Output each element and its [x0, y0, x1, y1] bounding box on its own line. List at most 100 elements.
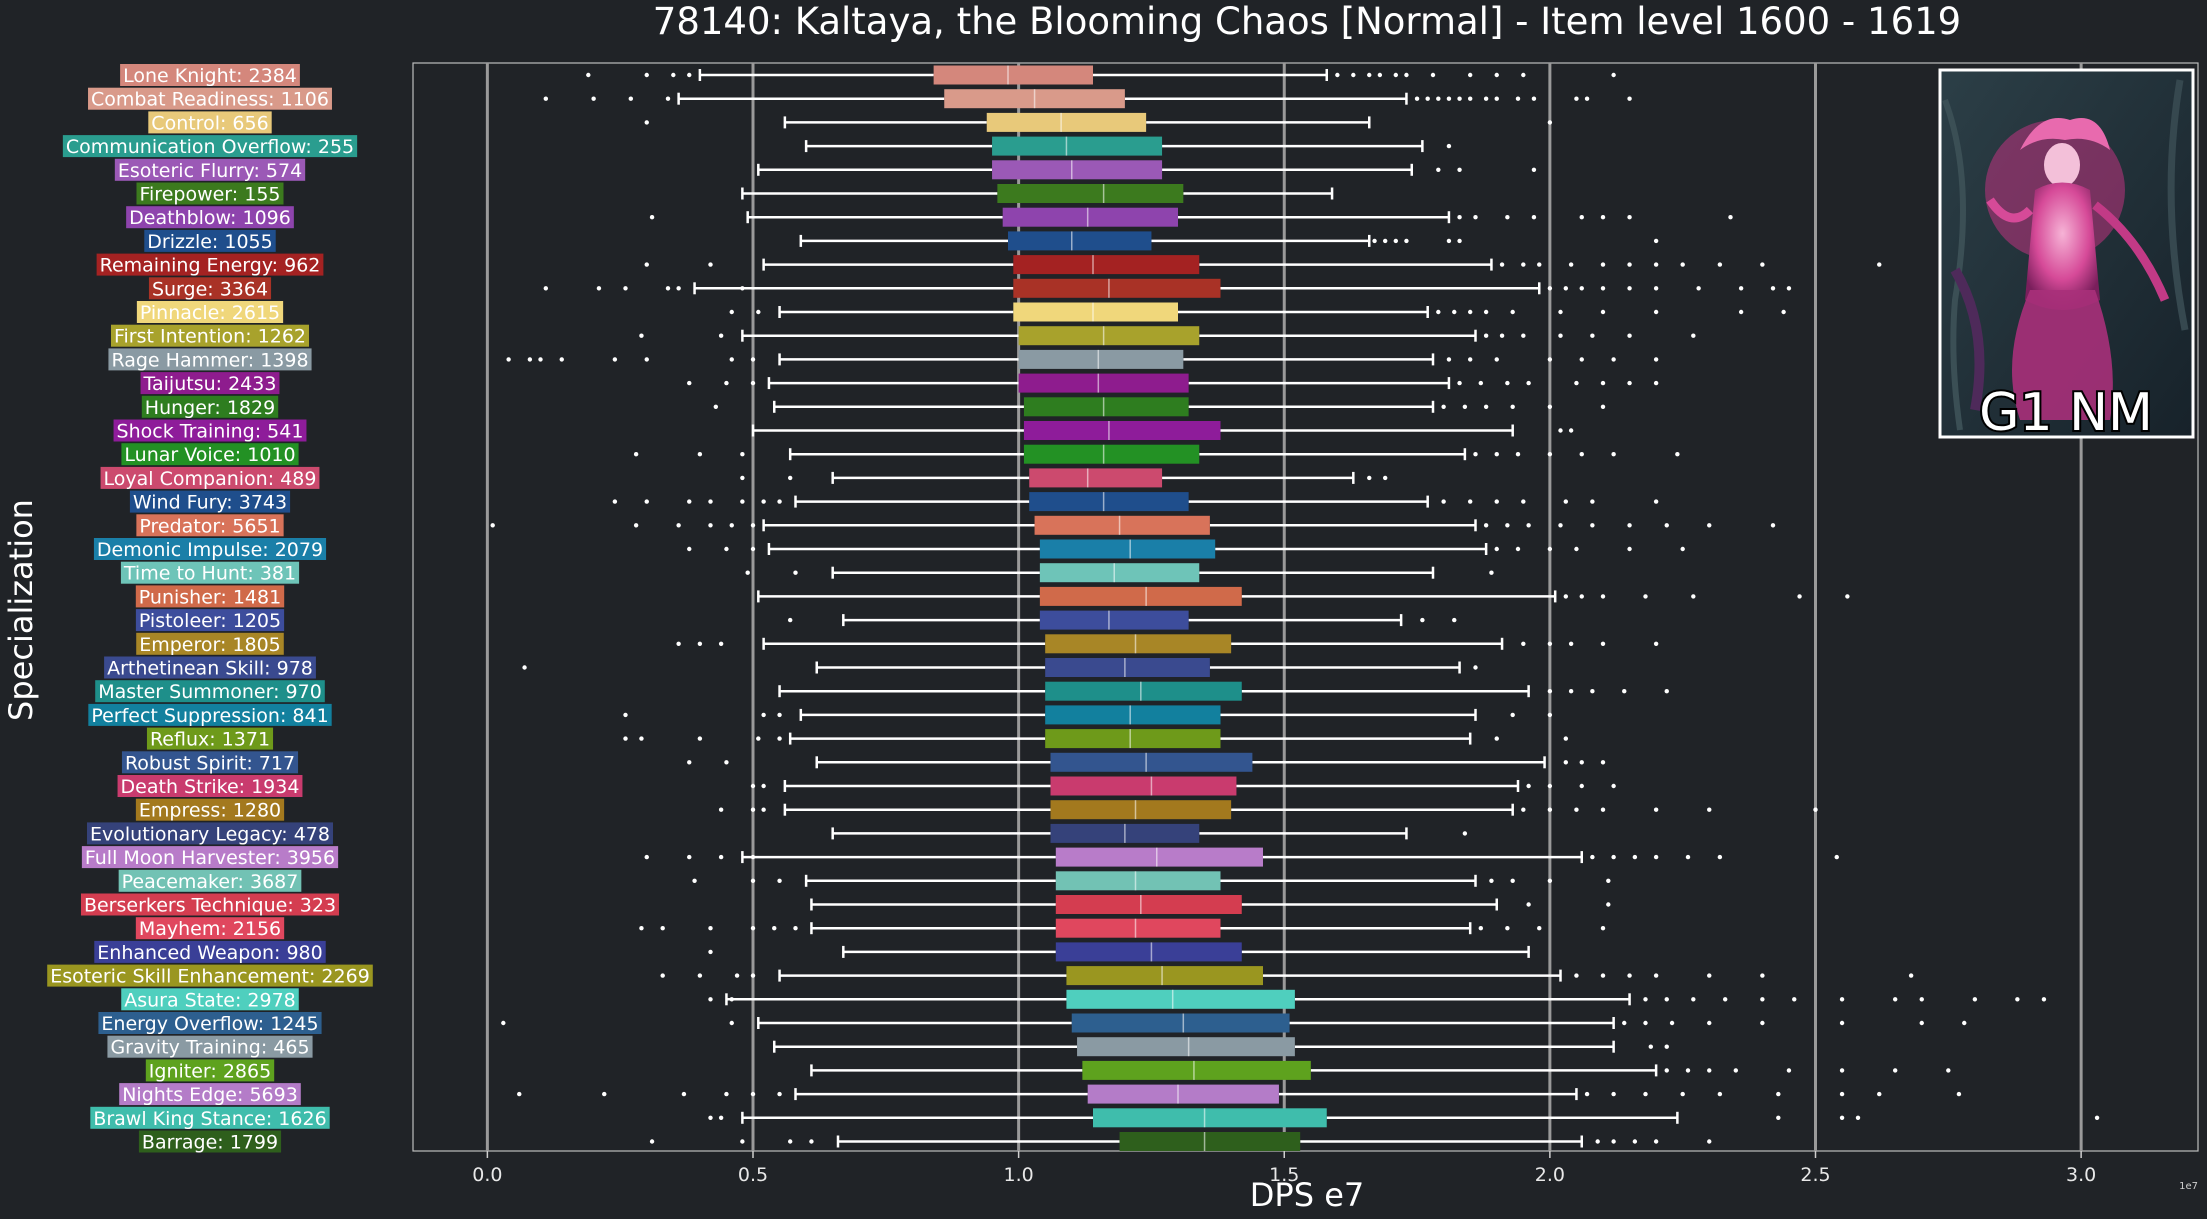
outlier-point	[1558, 309, 1563, 315]
outlier-point	[740, 452, 745, 457]
outlier-point	[665, 286, 671, 291]
outlier-point	[623, 712, 628, 718]
outlier-point	[633, 523, 639, 528]
outlier-point	[809, 1139, 814, 1144]
outlier-point	[1377, 72, 1383, 78]
box-iqr	[1055, 942, 1242, 962]
outlier-point	[1892, 1068, 1898, 1073]
outlier-point	[1728, 215, 1733, 220]
outlier-point	[1494, 452, 1499, 457]
outlier-point	[1537, 262, 1542, 267]
outlier-point	[1425, 96, 1430, 101]
outlier-point	[1956, 1091, 1962, 1097]
outlier-point	[1436, 309, 1441, 315]
outlier-point	[1680, 546, 1685, 552]
outlier-point	[1579, 760, 1584, 765]
outlier-point	[750, 357, 756, 362]
box-group	[506, 349, 1659, 369]
outlier-point	[1436, 96, 1441, 101]
outlier-point	[1505, 926, 1510, 931]
x-tick-label: 2.0	[1535, 1164, 1565, 1186]
outlier-point	[1510, 309, 1515, 315]
outlier-point	[1946, 1068, 1951, 1073]
outlier-point	[1457, 96, 1462, 101]
outlier-point	[1611, 357, 1616, 362]
outlier-point	[1563, 736, 1569, 741]
specialization-label-background	[81, 846, 339, 869]
box-group	[787, 610, 1457, 630]
outlier-point	[1776, 1091, 1781, 1097]
box-group	[778, 681, 1669, 701]
outlier-point	[1547, 807, 1553, 812]
specialization-label-background	[136, 632, 284, 655]
outlier-point	[612, 357, 618, 362]
specialization-label: Berserkers Technique: 323	[84, 895, 336, 917]
outlier-point	[1627, 380, 1632, 386]
box-group	[750, 776, 1616, 796]
specialization-label: Rage Hammer: 1398	[111, 349, 308, 371]
specialization-label: Combat Readiness: 1106	[91, 89, 329, 111]
box-group	[644, 847, 1839, 867]
outlier-point	[1558, 428, 1563, 433]
outlier-point	[644, 499, 649, 504]
x-tick-label: 0.5	[738, 1164, 768, 1186]
outlier-point	[1611, 452, 1616, 457]
outlier-point	[1489, 878, 1494, 883]
outlier-point	[729, 997, 734, 1002]
outlier-point	[1547, 357, 1553, 362]
box-group	[687, 752, 1606, 772]
outlier-point	[1505, 215, 1510, 220]
outlier-point	[772, 926, 777, 931]
outlier-point	[1420, 617, 1425, 623]
outlier-point	[1632, 1139, 1638, 1144]
outlier-point	[1600, 262, 1606, 267]
box-group	[757, 160, 1537, 180]
specialization-label: First Intention: 1262	[114, 326, 306, 348]
outlier-point	[777, 1091, 782, 1097]
outlier-point	[793, 926, 798, 931]
outlier-point	[1653, 309, 1659, 315]
outlier-point	[1531, 215, 1537, 220]
outlier-point	[1568, 641, 1574, 646]
specialization-label-background	[140, 372, 280, 395]
specialization-label-background	[126, 206, 294, 229]
outlier-point	[501, 1020, 506, 1026]
outlier-point	[1919, 1020, 1924, 1026]
box-iqr	[1055, 918, 1221, 938]
box-iqr	[1050, 752, 1253, 772]
outlier-point	[1611, 1139, 1616, 1144]
outlier-point	[787, 1139, 793, 1144]
outlier-point	[687, 546, 692, 552]
outlier-point	[1510, 878, 1515, 883]
box-group	[639, 918, 1606, 938]
outlier-point	[1526, 380, 1531, 386]
box-group	[501, 1013, 1967, 1033]
outlier-point	[1707, 973, 1712, 978]
outlier-point	[1707, 1068, 1712, 1073]
outlier-point	[1770, 523, 1776, 528]
specialization-label: Time to Hunt: 381	[123, 563, 296, 585]
outlier-point	[596, 286, 602, 291]
outlier-point	[1627, 973, 1632, 978]
box-iqr	[1039, 610, 1189, 630]
outlier-point	[1813, 807, 1818, 812]
specialization-label: Energy Overflow: 1245	[101, 1013, 318, 1035]
outlier-point	[729, 357, 734, 362]
box-iqr	[1002, 207, 1178, 227]
outlier-point	[1579, 594, 1584, 599]
outlier-point	[2094, 1115, 2100, 1121]
outlier-point	[1483, 523, 1489, 528]
outlier-point	[1643, 1091, 1648, 1097]
outlier-point	[761, 712, 766, 718]
outlier-point	[697, 736, 703, 741]
specialization-label-background	[113, 419, 307, 442]
box-group	[676, 634, 1659, 654]
outlier-point	[1404, 238, 1409, 244]
specialization-label: Wind Fury: 3743	[133, 492, 287, 514]
outlier-point	[1547, 404, 1553, 409]
outlier-point	[1590, 854, 1595, 860]
specialization-label-background	[114, 158, 306, 181]
outlier-point	[1648, 1044, 1654, 1049]
outlier-point	[1627, 215, 1632, 220]
box-iqr	[1050, 800, 1232, 820]
